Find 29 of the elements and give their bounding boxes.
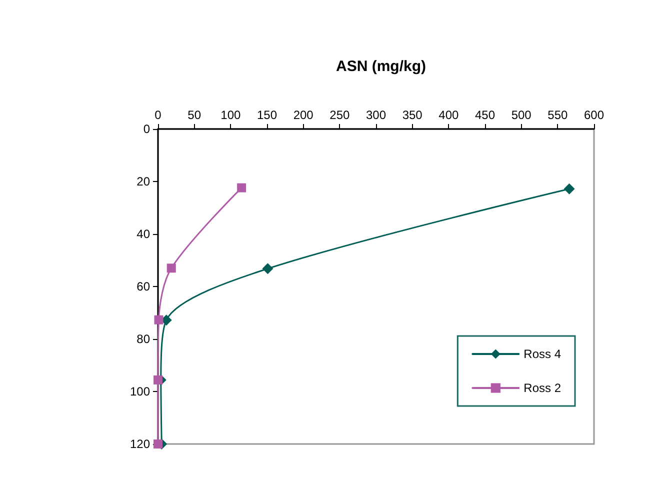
x-tick-label: 450 (474, 108, 496, 122)
y-tick-label: 20 (136, 174, 150, 188)
y-tick-label: 100 (130, 384, 150, 398)
point (564, 183, 575, 194)
point (154, 315, 164, 324)
x-tick-label: 0 (154, 108, 162, 122)
x-tick-label: 550 (548, 108, 568, 122)
y-tick-label: 120 (130, 437, 150, 451)
x-tick-label: 350 (402, 108, 423, 122)
legend-label: Ross 2 (524, 381, 562, 395)
point (262, 263, 274, 274)
x-tick-label: 200 (293, 108, 314, 122)
x-tick-label: 50 (188, 108, 202, 122)
chart-title: ASN (mg/kg) (336, 58, 426, 75)
legend-label: Ross 4 (524, 347, 562, 361)
point (237, 183, 246, 192)
y-tick-label: 60 (136, 280, 150, 294)
x-tick-label: 250 (330, 108, 350, 122)
x-tick-label: 300 (366, 108, 386, 122)
y-tick-label: 80 (136, 332, 150, 346)
point (154, 375, 162, 384)
x-tick-label: 600 (584, 108, 604, 122)
point (166, 264, 176, 273)
x-tick-label: 100 (220, 108, 241, 122)
x-tick-label: 500 (511, 108, 532, 122)
y-tick-label: 40 (136, 227, 150, 241)
x-tick-label: 400 (438, 108, 459, 122)
y-tick-label: 0 (143, 122, 150, 136)
x-tick-label: 150 (256, 108, 278, 122)
